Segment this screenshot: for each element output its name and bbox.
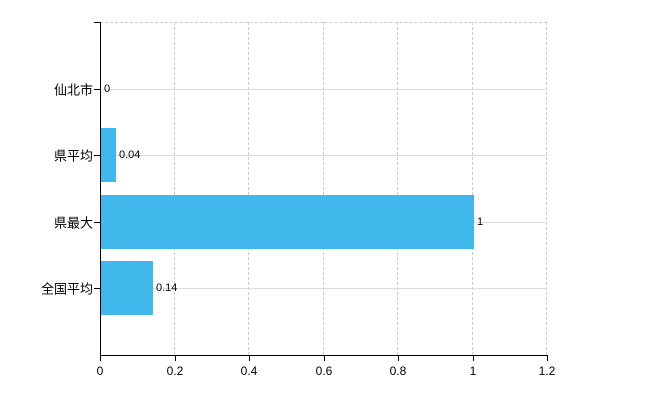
bar-value-label: 1 [477, 216, 484, 228]
y-axis-tick [94, 22, 100, 23]
category-label: 県平均 [53, 148, 93, 164]
vertical-gridline [322, 22, 324, 355]
y-axis-tick [94, 155, 100, 156]
x-axis-tick [473, 355, 474, 361]
x-axis-tick-label: 1 [469, 364, 477, 378]
bar-value-label: 0.04 [119, 149, 141, 161]
category-label: 仙北市 [53, 82, 93, 98]
x-axis-tick [249, 355, 250, 361]
y-axis-tick [94, 288, 100, 289]
bar [101, 195, 474, 249]
horizontal-gridline [101, 155, 547, 156]
x-axis-tick-label: 0 [96, 364, 104, 378]
vertical-gridline [248, 22, 249, 355]
bar-value-label: 0.14 [156, 282, 178, 294]
vertical-gridline [397, 22, 398, 355]
x-axis-tick-label: 0.2 [166, 364, 184, 378]
horizontal-gridline [101, 89, 547, 90]
y-axis-tick [94, 222, 100, 223]
x-axis-tick [398, 355, 399, 361]
x-axis-tick [324, 355, 325, 361]
x-axis-tick [175, 355, 176, 361]
y-axis-line [100, 22, 101, 361]
x-axis-tick [547, 355, 548, 361]
category-label: 県最大 [53, 215, 93, 231]
x-axis-tick-label: 0.4 [240, 364, 258, 378]
x-axis-tick-label: 1.2 [538, 364, 556, 378]
category-label: 全国平均 [40, 281, 93, 297]
vertical-gridline [471, 22, 473, 355]
vertical-gridline [173, 22, 175, 355]
vertical-gridline [546, 22, 547, 355]
y-axis-tick [94, 89, 100, 90]
x-axis-tick-label: 0.8 [389, 364, 407, 378]
bar [101, 128, 116, 182]
bar-value-label: 0 [104, 83, 111, 95]
horizontal-gridline [101, 288, 547, 289]
bar [101, 261, 153, 315]
plot-top-border [100, 22, 547, 23]
x-axis-tick-label: 0.6 [315, 364, 333, 378]
